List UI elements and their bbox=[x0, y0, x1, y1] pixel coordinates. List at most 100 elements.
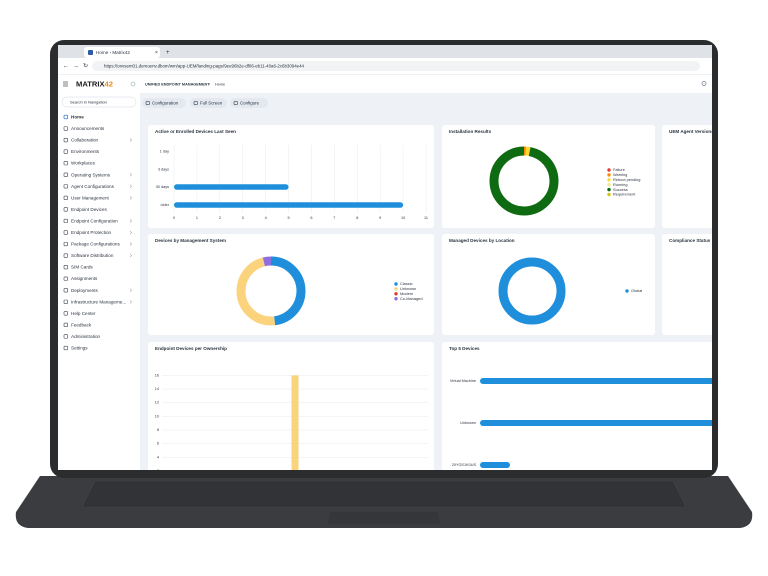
app-header bbox=[58, 75, 712, 93]
legend-swatch bbox=[394, 287, 398, 291]
breadcrumb-root[interactable]: UNIFIED ENDPOINT MANAGEMENT bbox=[145, 83, 210, 87]
widget-panel bbox=[662, 125, 712, 228]
toolbar-icon bbox=[145, 101, 150, 106]
nav-item[interactable]: SIM Cards bbox=[71, 265, 93, 270]
legend-label[interactable]: Reboot pending bbox=[613, 177, 640, 182]
touchpad bbox=[328, 512, 440, 524]
widget-title: Top 5 Devices bbox=[449, 346, 480, 351]
nav-item[interactable]: Endpoint Protection bbox=[71, 230, 112, 235]
nav-item[interactable]: Collaboration bbox=[71, 138, 99, 143]
legend-label[interactable]: Classic bbox=[400, 281, 413, 286]
nav-chevron[interactable] bbox=[129, 253, 132, 258]
nav-item[interactable]: Endpoint Devices bbox=[71, 207, 107, 212]
search-icon[interactable] bbox=[701, 81, 707, 86]
legend-label[interactable]: Requirement bbox=[613, 192, 636, 197]
nav-item[interactable]: Agent Configurations bbox=[71, 184, 115, 189]
x-tick-label: 0 bbox=[173, 216, 175, 220]
nav-item[interactable]: Announcements bbox=[71, 126, 105, 131]
widget-panel bbox=[148, 125, 434, 228]
toolbar-button[interactable] bbox=[142, 98, 186, 108]
legend-label[interactable]: Modern bbox=[400, 291, 413, 296]
nav-item[interactable]: Assignments bbox=[71, 276, 98, 281]
y-category-label: 30 days bbox=[156, 185, 169, 189]
y-tick-label: 10 bbox=[155, 414, 159, 418]
widgets: UEM Agent Versions Compliance Status Activ… bbox=[148, 125, 712, 470]
nav-icon bbox=[63, 138, 68, 143]
legend-label[interactable]: Co-Managed bbox=[400, 296, 423, 301]
nav-item[interactable]: Infrastructure Manageme... bbox=[71, 299, 126, 304]
nav-icon bbox=[63, 334, 68, 339]
url-field[interactable] bbox=[92, 61, 700, 71]
toolbar-icon bbox=[233, 101, 238, 106]
nav-item[interactable]: Workplaces bbox=[71, 161, 96, 166]
menu-icon[interactable] bbox=[63, 81, 68, 87]
reload-button[interactable]: ↻ bbox=[83, 64, 88, 70]
nav-chevron[interactable] bbox=[129, 196, 132, 200]
nav-chevron[interactable] bbox=[129, 138, 132, 142]
nav-icon bbox=[63, 161, 68, 166]
nav-chevron[interactable] bbox=[129, 230, 132, 235]
nav-item[interactable]: Feedback bbox=[71, 322, 92, 327]
legend-label[interactable]: Failure bbox=[613, 167, 625, 172]
nav-icon bbox=[63, 311, 68, 316]
nav-chevron[interactable] bbox=[129, 288, 132, 292]
app-switcher-icon[interactable] bbox=[130, 81, 136, 87]
nav-icon bbox=[63, 265, 68, 270]
nav-item[interactable]: Package Configurations bbox=[71, 242, 120, 247]
x-tick-label: 9 bbox=[379, 216, 381, 220]
legend-swatch bbox=[394, 297, 398, 301]
browser-tab[interactable] bbox=[84, 47, 160, 58]
nav-chevron[interactable] bbox=[129, 300, 132, 304]
nav-icon bbox=[63, 172, 68, 177]
legend-swatch bbox=[394, 292, 398, 296]
widget-panel bbox=[662, 234, 712, 335]
legend-swatch bbox=[625, 289, 629, 293]
new-tab[interactable]: + bbox=[166, 50, 170, 56]
forward-button[interactable]: → bbox=[73, 64, 79, 70]
x-tick-label: 1 bbox=[196, 216, 198, 220]
nav-icon bbox=[63, 126, 68, 131]
nav-chevron[interactable] bbox=[129, 173, 132, 177]
widget-title: Endpoint Devices per Ownership bbox=[155, 346, 227, 351]
widget-panel bbox=[148, 342, 434, 470]
breadcrumb-current: Home bbox=[215, 83, 225, 87]
nav-item[interactable]: Operating Systems bbox=[71, 172, 111, 177]
nav-item[interactable]: Endpoint Configuration bbox=[71, 218, 118, 223]
nav-item[interactable]: User Management bbox=[71, 195, 110, 200]
y-category-label: Unknown bbox=[460, 421, 476, 425]
legend-swatch bbox=[394, 282, 398, 286]
sidebar-search[interactable] bbox=[61, 96, 137, 108]
legend-label[interactable]: Unknown bbox=[400, 286, 416, 291]
legend-swatch bbox=[607, 173, 611, 177]
nav-item[interactable]: Settings bbox=[71, 346, 88, 351]
nav-item[interactable]: Deployments bbox=[71, 288, 99, 293]
y-category-label: Virtual Machine bbox=[450, 379, 476, 383]
legend-label[interactable]: Success bbox=[613, 187, 628, 192]
nav-item[interactable]: Administration bbox=[71, 334, 101, 339]
nav-icon bbox=[63, 253, 68, 258]
legend-swatch bbox=[607, 178, 611, 182]
x-tick-label: 2 bbox=[219, 216, 221, 220]
bar bbox=[480, 378, 712, 384]
donut-segment bbox=[236, 256, 306, 326]
widget-panel bbox=[442, 342, 712, 470]
nav-item[interactable]: Software Distribution bbox=[71, 253, 114, 258]
toolbar-button[interactable] bbox=[230, 98, 268, 108]
back-button[interactable]: ← bbox=[63, 64, 69, 70]
x-tick-label: 10 bbox=[401, 216, 405, 220]
nav-item[interactable]: Home bbox=[71, 115, 84, 120]
legend-label[interactable]: Global bbox=[631, 288, 642, 293]
nav-item[interactable]: Environments bbox=[71, 149, 100, 154]
logo-accent: 42 bbox=[105, 80, 113, 89]
legend-label[interactable]: Warning bbox=[613, 172, 627, 177]
nav-chevron[interactable] bbox=[129, 219, 132, 223]
toolbar-button[interactable] bbox=[190, 98, 227, 108]
nav-icon bbox=[63, 276, 68, 281]
bar bbox=[480, 462, 510, 468]
nav-icon bbox=[63, 218, 68, 224]
tab-close[interactable]: × bbox=[155, 50, 158, 56]
nav-item[interactable]: Help Center bbox=[71, 311, 96, 316]
nav-chevron[interactable] bbox=[129, 242, 132, 246]
legend-label[interactable]: Running bbox=[613, 182, 628, 187]
nav-chevron[interactable] bbox=[129, 184, 132, 188]
